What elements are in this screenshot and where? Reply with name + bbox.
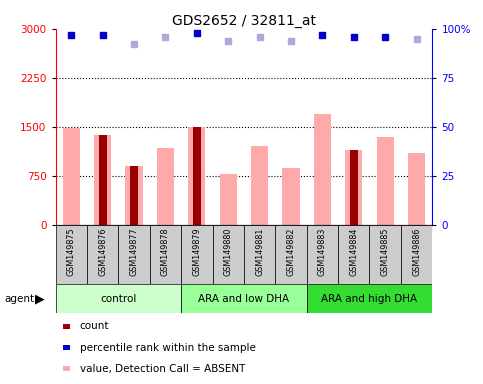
Text: GSM149878: GSM149878 (161, 228, 170, 276)
Bar (87, 225, 118, 284)
Bar (63, 128, 80, 225)
Text: GSM149876: GSM149876 (98, 228, 107, 276)
Bar (314, 114, 331, 225)
Text: GSM149885: GSM149885 (381, 228, 390, 276)
Text: GSM149883: GSM149883 (318, 228, 327, 276)
Bar (244, 225, 275, 284)
Title: GDS2652 / 32811_at: GDS2652 / 32811_at (172, 14, 316, 28)
Bar (56, 225, 87, 284)
Bar (338, 225, 369, 284)
Text: GSM149886: GSM149886 (412, 228, 421, 276)
Bar (188, 127, 205, 225)
Bar (283, 168, 299, 225)
Text: GSM149880: GSM149880 (224, 228, 233, 276)
Bar (307, 284, 432, 313)
Text: control: control (100, 293, 137, 304)
Bar (126, 166, 142, 225)
Text: agent: agent (5, 293, 35, 304)
Bar (99, 134, 107, 225)
Bar (193, 127, 201, 225)
Text: value, Detection Call = ABSENT: value, Detection Call = ABSENT (80, 364, 245, 374)
Text: GSM149877: GSM149877 (129, 228, 139, 276)
Text: GSM149875: GSM149875 (67, 228, 76, 276)
Bar (369, 225, 401, 284)
Bar (118, 225, 150, 284)
Bar (157, 147, 174, 225)
Bar (350, 150, 358, 225)
Text: GSM149884: GSM149884 (349, 228, 358, 276)
Bar (307, 225, 338, 284)
Text: GSM149882: GSM149882 (286, 228, 296, 276)
Bar (150, 225, 181, 284)
Text: GSM149881: GSM149881 (255, 228, 264, 276)
Bar (220, 174, 237, 225)
Bar (213, 225, 244, 284)
Bar (181, 225, 213, 284)
Text: ARA and low DHA: ARA and low DHA (199, 293, 289, 304)
Text: count: count (80, 321, 109, 331)
Bar (56, 284, 181, 313)
Text: percentile rank within the sample: percentile rank within the sample (80, 343, 256, 353)
Bar (401, 225, 432, 284)
Text: GSM149879: GSM149879 (192, 228, 201, 276)
Bar (345, 150, 362, 225)
Bar (130, 166, 138, 225)
Bar (408, 153, 425, 225)
Bar (275, 225, 307, 284)
Bar (251, 146, 268, 225)
Text: ▶: ▶ (35, 292, 45, 305)
Bar (181, 284, 307, 313)
Bar (94, 134, 111, 225)
Text: ARA and high DHA: ARA and high DHA (321, 293, 418, 304)
Bar (377, 137, 394, 225)
